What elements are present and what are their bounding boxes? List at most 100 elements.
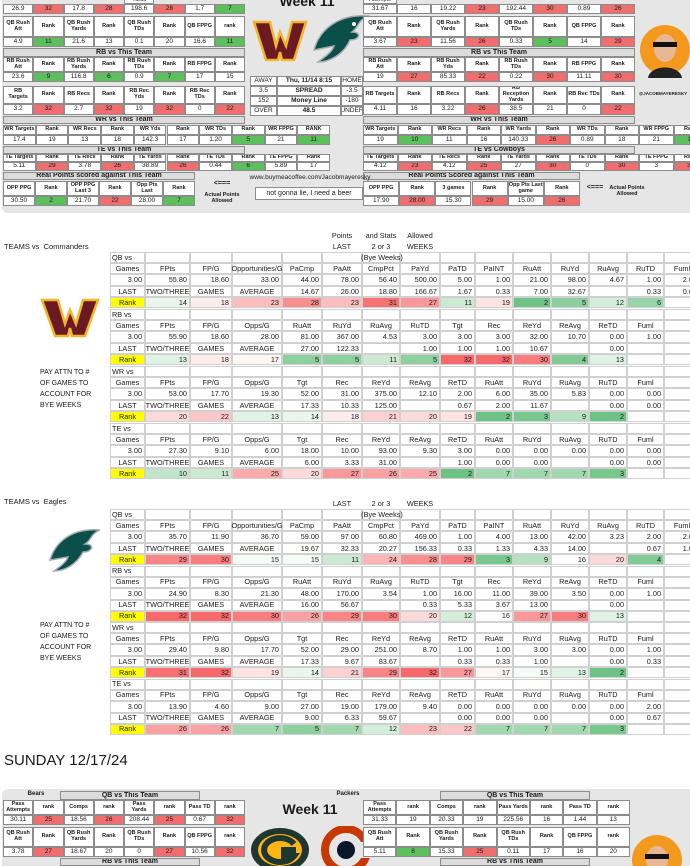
cell: 3.50: [551, 587, 589, 600]
section-title: RB vs This Team: [440, 858, 590, 866]
empty-cell: [589, 286, 627, 297]
header-cell: TE FPPG: [264, 154, 298, 162]
header-cell: WR Yards: [501, 125, 536, 135]
header-cell: RB Rush TDs: [499, 57, 533, 72]
value-cell: 25: [466, 162, 501, 171]
section-label: TE vs: [112, 679, 131, 689]
cell: RuAtt: [513, 263, 551, 274]
section-label: WR vs: [112, 622, 134, 632]
value-cell: 0: [124, 847, 155, 857]
rank-cell: 16: [551, 554, 589, 565]
header-note: 2 or 3: [371, 241, 391, 251]
header-cell: QB Rush Att: [3, 827, 34, 847]
link: www.buymeacoffee.com/Jacobmayeresky: [249, 173, 371, 181]
cell: 0.00: [627, 457, 664, 468]
value-cell: 32: [214, 815, 245, 825]
value-cell: 2.7: [63, 104, 94, 115]
header-cell: TE Yards: [501, 154, 536, 162]
header-cell: Rank: [601, 86, 635, 104]
grid-cell: [551, 622, 589, 633]
empty-cell: [627, 599, 664, 611]
empty-cell: [551, 599, 589, 611]
cell: 1.00: [400, 587, 440, 600]
value-cell: 7: [154, 72, 185, 82]
value-cell: 15.33: [429, 847, 464, 857]
header-cell: QB Rush TDs: [499, 16, 533, 37]
cell: 8.30: [190, 587, 232, 600]
value-cell: 0.1: [124, 37, 155, 47]
cell: 2.00: [475, 400, 513, 411]
cell: 13.90: [145, 700, 190, 713]
empty-cell: [664, 468, 690, 479]
cell: 0.33: [440, 543, 475, 554]
value-cell: 29: [471, 196, 508, 206]
cell: Games: [110, 520, 145, 531]
rank-cell: 18: [190, 297, 232, 308]
cell: 3.00: [513, 644, 551, 656]
cell: 0.00: [513, 457, 551, 468]
cell: 0.00: [589, 331, 627, 343]
cell: 55.90: [145, 331, 190, 343]
cell: 1.00: [475, 274, 513, 286]
value-cell: 38.5: [499, 104, 533, 115]
eagles-logo: [48, 529, 101, 572]
cell: 10.67: [513, 343, 551, 354]
cell: Fuml: [627, 633, 664, 644]
value-cell: 16: [397, 4, 431, 14]
header-cell: Rank: [93, 827, 124, 847]
value-cell: 17: [166, 135, 200, 145]
value-cell: 0.89: [567, 4, 601, 14]
value-cell: 11: [297, 135, 330, 145]
value-cell: 26: [101, 162, 134, 171]
value-cell: 192.44: [499, 4, 533, 14]
grid-cell: [232, 622, 282, 633]
header-cell: Rank: [35, 181, 67, 196]
value-cell: 23: [465, 4, 499, 14]
grid-cell: [440, 309, 475, 320]
value-cell: 25: [463, 847, 497, 857]
value-cell: 16.6: [184, 37, 215, 47]
cell: RuYd: [513, 689, 551, 701]
value-cell: 27: [397, 72, 431, 82]
empty-cell: [664, 700, 690, 713]
cell: 3.00: [400, 331, 440, 343]
value-cell: 22: [601, 104, 635, 115]
value-cell: 22: [465, 72, 499, 82]
cell: 3.00: [110, 274, 145, 286]
cell: 0.00: [551, 445, 589, 457]
value-cell: 19: [396, 815, 430, 825]
cell: 19.67: [282, 543, 322, 554]
grid-cell: [190, 565, 232, 577]
cell: Rec: [322, 434, 362, 445]
value-cell: 23.6: [3, 72, 34, 82]
rank-cell: 5: [282, 723, 322, 735]
value-cell: 17: [297, 162, 330, 171]
header-cell: Rank: [535, 125, 570, 135]
value-cell: 30: [533, 72, 567, 82]
grid-cell: [551, 366, 589, 377]
cell: GAMES: [190, 656, 232, 667]
cell: Tgt: [440, 576, 475, 588]
cell: 17.70: [232, 644, 282, 656]
header-cell: rank: [214, 827, 245, 847]
cell: 13.00: [513, 599, 551, 611]
cell: LAST: [110, 400, 145, 411]
rank-cell: 11: [190, 468, 232, 479]
cell: RuYd: [513, 434, 551, 445]
value-cell: 198.6: [124, 4, 155, 14]
empty-cell: [664, 445, 690, 457]
rank-cell: 23: [322, 297, 362, 308]
cell: 5.33: [440, 599, 475, 611]
header-cell: TE TDs: [570, 154, 605, 162]
cell: 97.00: [322, 531, 362, 543]
value-cell: 5: [533, 37, 567, 47]
cell: Rank: [110, 723, 145, 735]
cell: Opportunities/G: [231, 263, 283, 274]
empty-cell: [400, 712, 440, 724]
header-cell: Rank: [33, 16, 64, 37]
cell: ReTD: [440, 434, 475, 445]
cell: 4.67: [589, 274, 627, 286]
value-cell: 31.67: [363, 4, 397, 14]
cell: AVERAGE: [232, 343, 282, 354]
cell: 16.00: [440, 587, 475, 600]
